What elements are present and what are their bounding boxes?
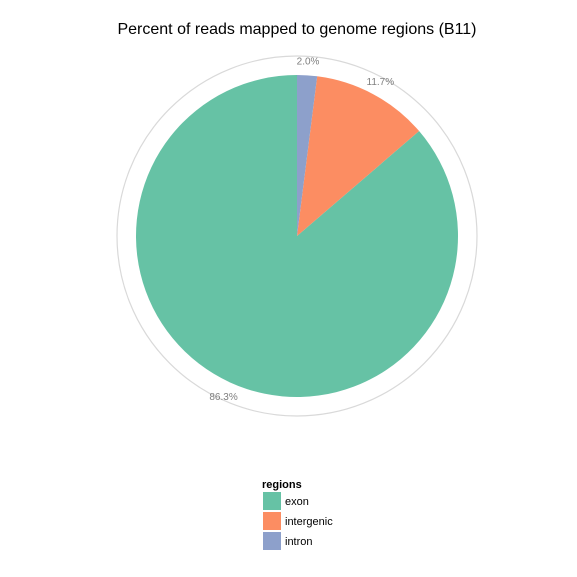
- pie-slice-intergenic: [297, 76, 420, 236]
- legend-label-intergenic: intergenic: [285, 516, 333, 528]
- legend-title: regions: [262, 479, 302, 491]
- slice-label-exon: 86.3%: [209, 392, 237, 403]
- pie-slice-intron: [297, 75, 318, 236]
- legend-swatch-intergenic: [263, 512, 281, 530]
- pie-slice-exon: [136, 75, 459, 398]
- pie-outer-ring: [116, 55, 478, 417]
- legend-swatch-exon: [263, 492, 281, 510]
- pie-slices: [136, 75, 459, 398]
- slice-label-intergenic: 11.7%: [367, 77, 395, 88]
- chart-title: Percent of reads mapped to genome region…: [117, 21, 476, 38]
- legend: regions exon intergenic intron: [262, 479, 333, 550]
- slice-label-intron: 2.0%: [297, 56, 320, 67]
- legend-label-exon: exon: [285, 496, 309, 508]
- slice-labels: 86.3% 11.7% 2.0%: [209, 56, 394, 403]
- legend-swatch-intron: [263, 532, 281, 550]
- legend-label-intron: intron: [285, 536, 313, 548]
